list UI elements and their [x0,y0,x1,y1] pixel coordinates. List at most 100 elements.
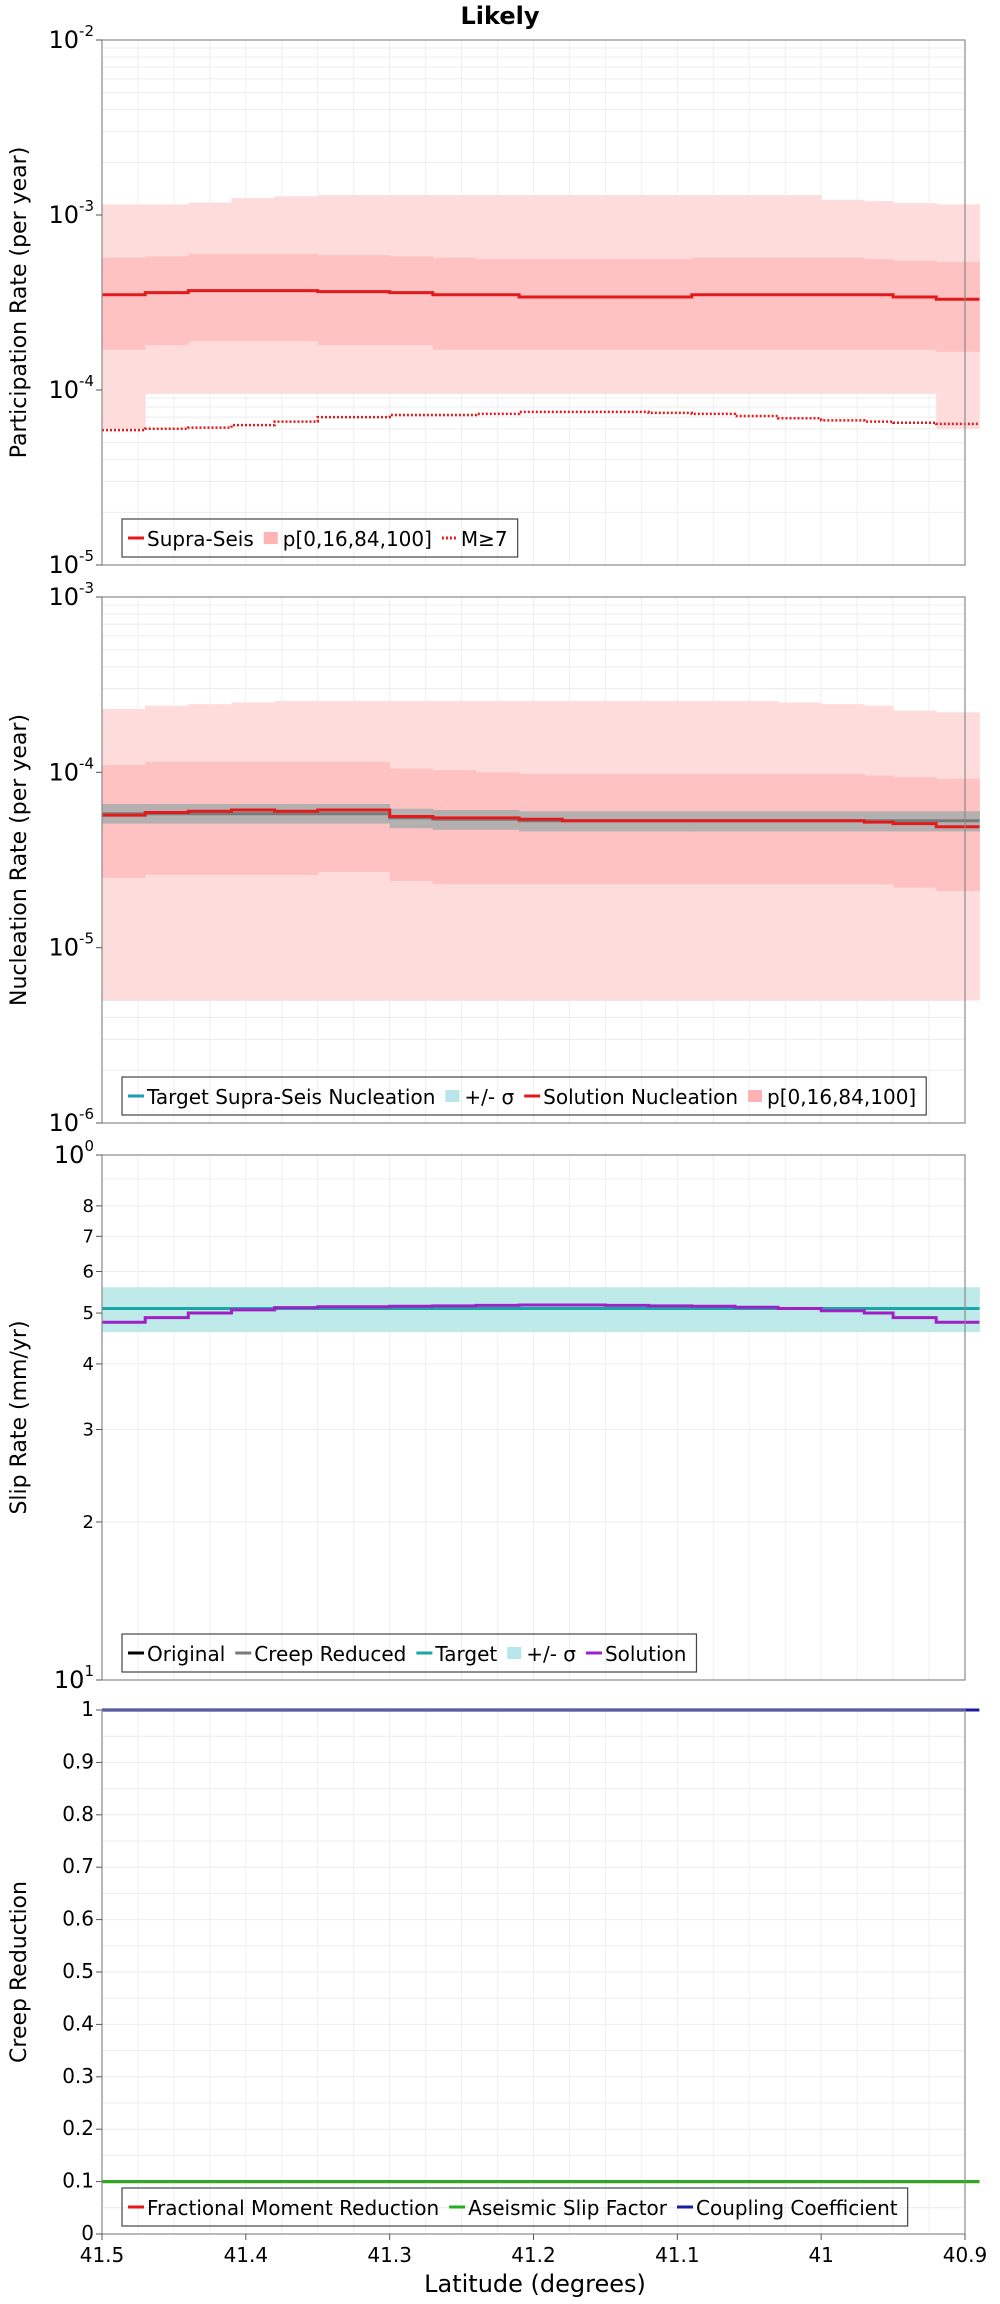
y-tick-label: 2 [83,1512,94,1533]
series-line-solution [102,1303,980,1324]
legend-label: M≥7 [461,527,508,551]
y-tick-label: 0.4 [62,2011,94,2035]
band-p-0-16-84-100-inner-bin-2 [145,256,189,346]
band-p-0-16-84-100-inner-bin-20 [936,261,980,352]
legend: Fractional Moment Reduction Aseismic Slip… [121,2187,909,2227]
y-tick-label: 4 [83,1354,94,1375]
series-line-m-7 [102,410,980,432]
y-tick-label: 10-6 [48,1105,94,1137]
band-p-0-16-84-100-inner-bin-5 [274,253,319,342]
y-tick-label: 0 [81,2221,94,2245]
legend-item-p-0-16-84-100: p[0,16,84,100] [748,1085,916,1109]
band-p-0-16-84-100-inner-bin-11 [562,259,606,350]
y-tick-label: 10-3 [48,197,94,229]
band-p-0-16-84-100-inner-bin-17 [821,257,865,350]
legend-label: Solution Nucleation [543,1085,738,1109]
y-tick-label: 8 [83,1196,94,1217]
y-tick-label: 10-5 [48,547,94,579]
legend-swatch [445,1090,460,1102]
band-p-0-16-84-100-inner-bin-9 [475,259,520,350]
y-axis-label: Participation Rate (per year) [7,147,32,459]
plot-frame [101,1154,966,1681]
legend-item-target: Target [416,1642,497,1666]
legend-item-: +/- σ [445,1085,514,1109]
legend-label: p[0,16,84,100] [767,1085,916,1109]
legend-box [121,1633,698,1673]
y-tick-label: 0.3 [62,2064,94,2088]
legend-item-fractional-moment-reduction: Fractional Moment Reduction [128,2196,439,2220]
legend-box [121,518,519,558]
legend-label: Solution [605,1642,686,1666]
y-tick-label: 3 [83,1420,94,1441]
band-p-0-16-84-100-inner-bin-1 [102,257,146,350]
legend-item-coupling-coefficient: Coupling Coefficient [677,2196,898,2220]
y-tick-label: 6 [83,1261,94,1282]
legend-label: +/- σ [526,1642,576,1666]
legend-label: Supra-Seis [147,527,254,551]
y-tick-label: 10-5 [48,930,94,962]
panel-4: 1 0.9 0.8 0.7 0.6 0.5 0.4 0.3 0.2 0.1 0 Creep Reduc… [7,1697,980,2245]
band-p-0-16-84-100-inner-bin-19 [893,260,937,350]
legend-item-m-7: M≥7 [441,527,508,551]
band-p-0-16-84-100-inner-bin-10 [519,259,563,350]
legend-item-solution-nucleation: Solution Nucleation [524,1085,738,1109]
panel-2: 10-3 10-4 10-5 10-6 Nucleation Rate (per yea… [7,579,980,1137]
band-p-0-16-84-100-inner-bin-13 [648,259,693,350]
x-tick-label: 41.4 [224,2243,269,2267]
legend-item-original: Original [128,1642,225,1666]
legend: Supra-Seis p[0,16,84,100] M≥7 [121,518,519,558]
y-axis-label: Nucleation Rate (per year) [7,714,32,1006]
y-axis-label: Slip Rate (mm/yr) [7,1320,32,1514]
x-tick-label: 41.2 [511,2243,556,2267]
legend-box [121,2187,909,2227]
legend-label: Target [434,1642,497,1666]
y-tick-label: 7 [83,1226,94,1247]
band-p-0-16-84-100-inner-bin-19 [893,777,937,888]
legend-item-target-supra-seis-nucleation: Target Supra-Seis Nucleation [128,1085,435,1109]
y-tick-label: 0.6 [62,1907,94,1931]
legend-label: Original [147,1642,225,1666]
y-tick-label: 0.2 [62,2116,94,2140]
legend-item-aseismic-slip-factor: Aseismic Slip Factor [449,2196,668,2220]
band-p-0-16-84-100-inner-bin-20 [936,778,980,892]
y-tick-label: 100 [54,1137,94,1169]
legend-item-creep-reduced: Creep Reduced [235,1642,406,1666]
y-tick-label: 10-4 [48,372,94,404]
band-p-0-16-84-100-inner-bin-14 [691,257,736,350]
panel-3: 100 8 7 6 5 4 3 2 101 Slip Rate (mm/yr) Original Cr… [7,1137,980,1694]
legend-label: +/- σ [464,1085,514,1109]
band-p-0-16-84-100-inner-bin-16 [778,257,822,350]
plot-frame [101,596,966,1124]
x-tick-label: 41.1 [655,2243,700,2267]
y-tick-label: 0.8 [62,1802,94,1826]
x-axis-label: Latitude (degrees) [424,2270,646,2298]
x-tick-label: 41.5 [80,2243,125,2267]
x-tick-label: 41.3 [367,2243,412,2267]
band-p-0-16-84-100-inner-bin-7 [389,256,434,346]
panel-1: 10-2 10-3 10-4 10-5 Participation Rate (per … [7,22,980,579]
y-tick-label: 10-3 [48,579,94,611]
legend-label: Target Supra-Seis Nucleation [146,1085,435,1109]
band-p-0-16-84-100-inner-bin-4 [231,253,276,342]
series-line-supra-seis [102,289,980,301]
band-p-0-16-84-100-inner-bin-15 [734,257,779,350]
x-tick-label: 41 [808,2243,833,2267]
legend-item-supra-seis: Supra-Seis [128,527,254,551]
legend-item-: +/- σ [507,1642,576,1666]
legend-swatch [263,532,278,544]
legend-swatch [507,1647,522,1659]
y-tick-label: 101 [54,1662,94,1694]
legend-label: Aseismic Slip Factor [468,2196,668,2220]
chart-title: Likely [461,2,540,30]
legend-swatch [748,1090,763,1102]
legend-label: Fractional Moment Reduction [147,2196,439,2220]
legend-item-solution: Solution [585,1642,686,1666]
band-p-0-16-84-100-inner-bin-12 [605,259,650,350]
y-tick-label: 10-2 [48,22,94,54]
band-p-0-16-84-100-inner-bin-8 [432,257,477,350]
band-p-0-16-84-100-inner-bin-3 [188,253,232,342]
y-tick-label: 0.5 [62,1959,94,1983]
y-tick-label: 10-4 [48,754,94,786]
y-tick-label: 0.9 [62,1749,94,1773]
